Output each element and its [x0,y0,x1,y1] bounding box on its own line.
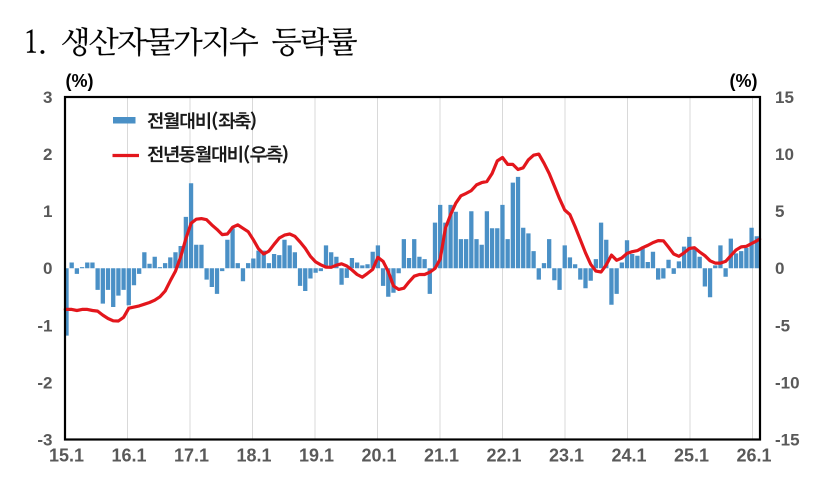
svg-text:19.1: 19.1 [299,446,334,466]
svg-text:23.1: 23.1 [549,446,584,466]
svg-text:(%): (%) [730,71,758,91]
svg-text:26.1: 26.1 [736,446,771,466]
svg-text:-2: -2 [37,373,52,392]
svg-text:20.1: 20.1 [361,446,396,466]
svg-text:-15: -15 [775,431,800,450]
svg-text:18.1: 18.1 [236,446,271,466]
svg-text:21.1: 21.1 [424,446,459,466]
svg-text:15: 15 [775,88,794,107]
svg-text:2: 2 [43,145,52,164]
svg-text:0: 0 [775,259,784,278]
svg-text:-3: -3 [37,431,52,450]
svg-text:-5: -5 [775,316,790,335]
svg-text:5: 5 [775,202,784,221]
svg-text:1: 1 [43,202,52,221]
svg-text:17.1: 17.1 [174,446,209,466]
svg-text:-10: -10 [775,373,800,392]
svg-text:15.1: 15.1 [49,446,84,466]
svg-text:24.1: 24.1 [611,446,646,466]
svg-text:0: 0 [43,259,52,278]
svg-text:3: 3 [43,88,52,107]
svg-text:22.1: 22.1 [486,446,521,466]
svg-text:-1: -1 [37,316,52,335]
svg-text:25.1: 25.1 [674,446,709,466]
svg-text:16.1: 16.1 [111,446,146,466]
svg-text:(%): (%) [66,71,94,91]
svg-text:10: 10 [775,145,794,164]
